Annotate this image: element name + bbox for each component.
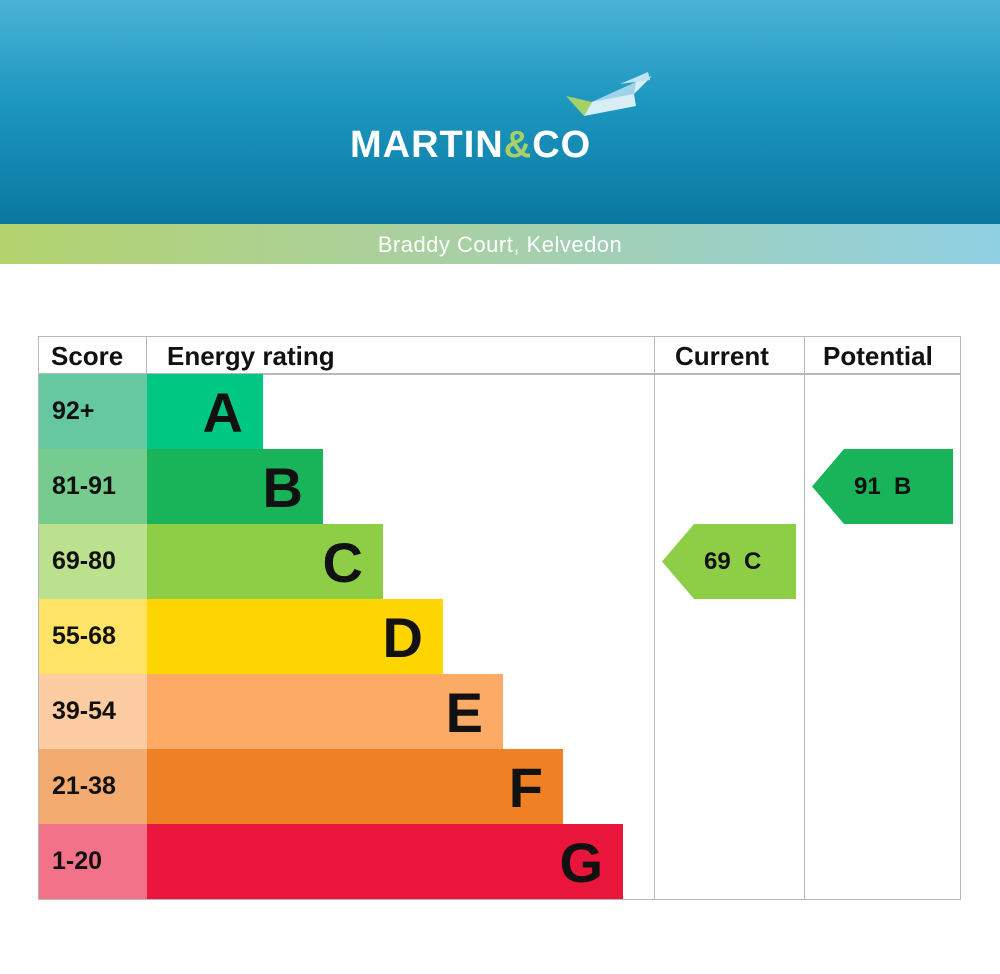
column-header-potential: Potential <box>823 341 933 371</box>
score-cell-c: 69-80 <box>39 524 147 599</box>
chart-border-right <box>960 336 961 900</box>
rating-band-letter-c: C <box>322 531 363 594</box>
rating-band-letter-d: D <box>382 606 423 669</box>
rating-band-e: E <box>147 674 503 749</box>
rating-band-c: C <box>147 524 383 599</box>
brand-logo-main: MARTIN <box>350 124 504 166</box>
column-header-score: Score <box>51 341 124 371</box>
potential-rating-arrow <box>812 449 953 524</box>
brand-logo-end: CO <box>532 124 592 166</box>
potential-rating-arrow-shape <box>812 449 953 524</box>
rating-band-g: G <box>147 824 623 899</box>
brand-logo-ampersand: & <box>503 124 533 166</box>
score-cell-e: 39-54 <box>39 674 147 749</box>
chart-border-bottom <box>38 899 961 900</box>
score-cell-f: 21-38 <box>39 749 147 824</box>
column-header-energy-rating: Energy rating <box>167 341 335 371</box>
rating-band-b: B <box>147 449 323 524</box>
address-bar: Braddy Court, Kelvedon <box>0 224 1000 264</box>
score-cell-a: 92+ <box>39 374 147 449</box>
current-rating-arrow <box>662 524 796 599</box>
brand-logo: MARTIN&CO <box>350 120 650 170</box>
energy-rating-chart: Score Energy rating Current Potential 92… <box>38 336 961 900</box>
score-cell-d: 55-68 <box>39 599 147 674</box>
rating-band-letter-b: B <box>262 456 303 519</box>
rating-band-letter-a: A <box>202 381 243 444</box>
rating-band-f: F <box>147 749 563 824</box>
rating-band-letter-g: G <box>559 831 603 894</box>
rating-band-a: A <box>147 374 263 449</box>
header-banner: MARTIN&CO <box>0 0 1000 224</box>
header-divider <box>38 373 961 375</box>
score-cell-b: 81-91 <box>39 449 147 524</box>
rating-band-letter-e: E <box>445 681 483 744</box>
current-rating-arrow-shape <box>662 524 796 599</box>
house-roof-icon <box>566 72 652 116</box>
potential-rating-label: 91 B <box>854 473 912 500</box>
current-rating-label: 69 C <box>704 548 762 575</box>
score-column-divider <box>146 336 147 374</box>
rating-band-letter-f: F <box>508 756 543 819</box>
chart-border-top <box>38 336 961 337</box>
score-cell-g: 1-20 <box>39 824 147 899</box>
current-column-divider-left <box>654 336 655 900</box>
rating-band-d: D <box>147 599 443 674</box>
property-address: Braddy Court, Kelvedon <box>377 232 623 257</box>
potential-column-divider-left <box>804 336 805 900</box>
column-header-current: Current <box>675 341 769 371</box>
chart-border-left <box>38 336 39 900</box>
